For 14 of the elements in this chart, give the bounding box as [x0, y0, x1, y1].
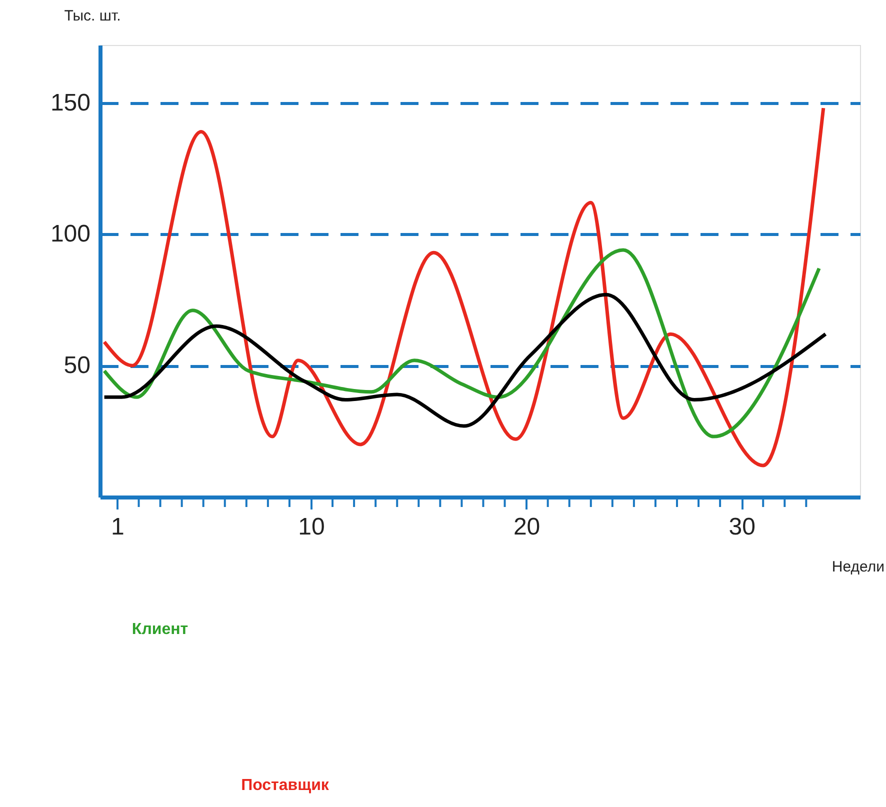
text: Клиент — [132, 621, 188, 638]
x-tick-label: 20 — [513, 514, 540, 540]
y-axis-title: Тыс. шт. — [64, 8, 121, 24]
y-tick-label: 100 — [50, 220, 90, 248]
y-tick-label: 50 — [64, 352, 90, 380]
line-series — [102, 106, 826, 468]
text: Поставщик — [241, 777, 330, 794]
x-tick-label: 30 — [728, 514, 756, 540]
line-series — [102, 248, 821, 438]
x-tick-label: 10 — [298, 514, 325, 540]
y-tick-label: 150 — [50, 89, 90, 116]
x-axis-title: Недели — [832, 558, 884, 576]
line-series — [102, 292, 828, 428]
x-tick-label: 1 — [111, 514, 124, 540]
